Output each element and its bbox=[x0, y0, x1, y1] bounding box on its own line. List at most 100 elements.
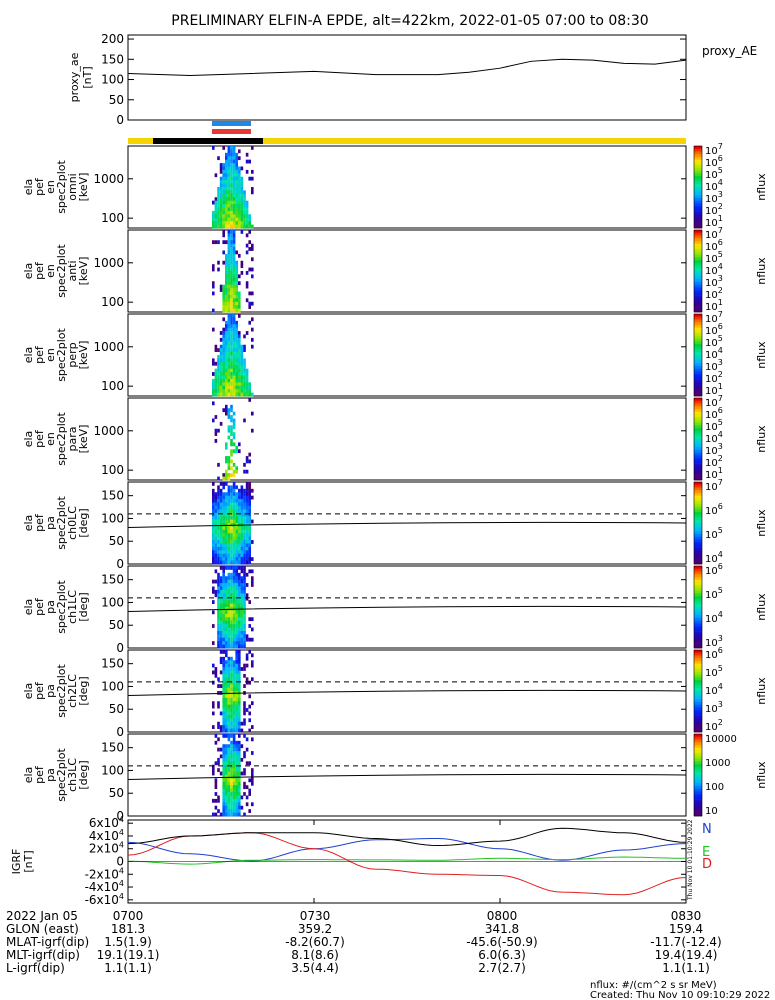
spectrogram-cell bbox=[227, 260, 231, 265]
spectrogram-cell bbox=[235, 656, 238, 661]
spectrogram-cell bbox=[214, 667, 218, 671]
spectrogram-cell bbox=[240, 271, 244, 275]
spectrogram-cell bbox=[222, 355, 225, 359]
spectrogram-cell bbox=[227, 327, 231, 332]
spectrogram-cell bbox=[217, 488, 220, 493]
spectrogram-cell bbox=[232, 355, 236, 359]
spectrogram-cell bbox=[232, 670, 236, 675]
spectrogram-cell bbox=[240, 757, 244, 762]
spectrogram-cell bbox=[235, 624, 238, 628]
spectrogram-cell bbox=[230, 512, 233, 517]
spectrogram-cell bbox=[243, 579, 246, 584]
colorbar-tick: 100 bbox=[705, 782, 724, 793]
spectrogram-cell bbox=[214, 533, 218, 538]
spectrogram-cell bbox=[227, 365, 231, 370]
spectrogram-cell bbox=[225, 519, 228, 524]
spectrogram-cell bbox=[225, 566, 228, 570]
spectrogram-cell bbox=[219, 583, 223, 587]
spectrogram-cell bbox=[230, 670, 233, 675]
spectrogram-cell bbox=[217, 428, 220, 433]
spectrogram-cell bbox=[230, 368, 233, 373]
spectrogram-cell bbox=[248, 291, 251, 296]
spectrogram-cell bbox=[232, 519, 236, 524]
spectrogram-cell bbox=[219, 593, 223, 598]
spectrogram-panel-anti: 1000100elapefenspec2plotanti[keV]1071061… bbox=[22, 226, 768, 313]
spectrogram-cell bbox=[230, 372, 233, 376]
spectrogram-cell bbox=[225, 502, 228, 507]
spectrogram-cell bbox=[227, 456, 231, 460]
spectrogram-cell bbox=[235, 583, 238, 587]
spectrogram-cell bbox=[245, 677, 249, 682]
spectrogram-cell bbox=[214, 785, 218, 790]
spectrogram-cell bbox=[222, 180, 225, 184]
spectrogram-cell bbox=[222, 778, 225, 783]
spectrogram-cell bbox=[230, 180, 233, 184]
spectrogram-cell bbox=[243, 462, 246, 467]
spectrogram-cell bbox=[232, 566, 236, 570]
spectrogram-cell bbox=[217, 768, 220, 772]
spectrogram-cell bbox=[230, 351, 233, 356]
spectrogram-cell bbox=[217, 348, 220, 352]
spectrogram-cell bbox=[248, 761, 251, 766]
x-axis-row-value: -8.2(60.7) bbox=[285, 935, 345, 949]
spectrogram-cell bbox=[243, 509, 246, 514]
spectrogram-cell bbox=[232, 620, 236, 625]
spectrogram-ylabel: ela bbox=[22, 347, 35, 364]
spectrogram-cell bbox=[227, 271, 231, 275]
spectrogram-ylabel: ch3LC bbox=[66, 758, 79, 792]
spectrogram-cell bbox=[232, 714, 236, 719]
spectrogram-cell bbox=[235, 788, 238, 793]
spectrogram-cell bbox=[230, 526, 233, 531]
spectrogram-cell bbox=[240, 579, 244, 584]
spectrogram-cell bbox=[248, 482, 251, 486]
spectrogram-cell bbox=[230, 744, 233, 749]
spectrogram-cell bbox=[230, 812, 233, 817]
spectrogram-cell bbox=[232, 634, 236, 639]
spectrogram-cell bbox=[225, 334, 228, 339]
spectrogram-cell bbox=[225, 459, 228, 464]
spectrogram-cell bbox=[230, 317, 233, 322]
spectrogram-cell bbox=[230, 473, 233, 477]
spectrogram-ylabel: ela bbox=[22, 431, 35, 448]
spectrogram-cell bbox=[238, 653, 241, 658]
spectrogram-cell bbox=[222, 540, 225, 544]
spectrogram-cell bbox=[222, 663, 225, 668]
spectrogram-cell bbox=[238, 768, 241, 772]
spectrogram-cell bbox=[243, 721, 246, 726]
spectrogram-cell bbox=[225, 187, 228, 191]
spectrogram-cell bbox=[232, 180, 236, 184]
spectrogram-cell bbox=[240, 533, 244, 538]
spectrogram-cell bbox=[232, 418, 236, 423]
spectrogram-cell bbox=[222, 166, 225, 171]
spectrogram-cell bbox=[225, 327, 228, 332]
spectrogram-cell bbox=[245, 596, 249, 601]
spectrogram-cell bbox=[235, 502, 238, 507]
spectrogram-cell bbox=[219, 337, 223, 342]
spectrogram-cell bbox=[222, 600, 225, 604]
spectrogram-cell bbox=[214, 526, 218, 531]
spectrogram-cell bbox=[217, 533, 220, 538]
spectrogram-cell bbox=[222, 337, 225, 342]
spectrogram-cell bbox=[227, 355, 231, 359]
spectrogram-cell bbox=[245, 634, 249, 639]
spectrogram-cell bbox=[227, 250, 231, 255]
spectrogram-cell bbox=[222, 378, 225, 383]
spectrogram-cell bbox=[238, 697, 241, 702]
spectrogram-cell bbox=[230, 667, 233, 671]
spectrogram-cell bbox=[219, 421, 223, 426]
spectrogram-cell bbox=[225, 320, 228, 325]
spectrogram-cell bbox=[240, 368, 244, 373]
spectrogram-cell bbox=[214, 519, 218, 524]
spectrogram-cell bbox=[225, 734, 228, 738]
spectrogram-cell bbox=[238, 754, 241, 759]
spectrogram-cell bbox=[225, 751, 228, 755]
spectrogram-cell bbox=[245, 210, 249, 215]
spectrogram-cell bbox=[230, 243, 233, 248]
spectrogram-cell bbox=[238, 156, 241, 161]
spectrogram-cell bbox=[232, 550, 236, 555]
spectrogram-cell bbox=[238, 519, 241, 524]
spectrogram-cell bbox=[230, 337, 233, 342]
spectrogram-cell bbox=[212, 516, 215, 520]
spectrogram-cell bbox=[243, 673, 246, 678]
spectrogram-cell bbox=[227, 197, 231, 202]
